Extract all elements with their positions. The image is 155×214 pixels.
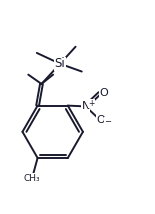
Text: N: N	[81, 101, 90, 111]
Text: CH₃: CH₃	[24, 174, 40, 183]
Text: −: −	[104, 117, 111, 126]
Text: O: O	[97, 115, 106, 125]
Text: O: O	[100, 88, 108, 98]
Text: Si: Si	[55, 57, 65, 70]
Text: +: +	[88, 99, 95, 108]
